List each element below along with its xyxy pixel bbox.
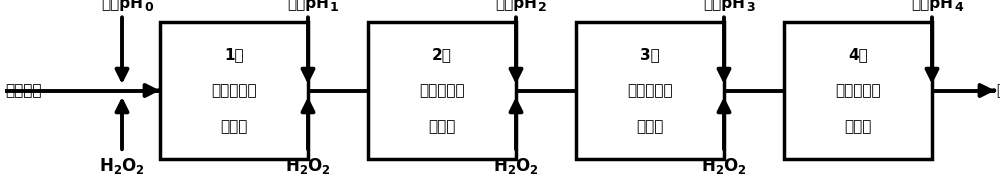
Text: 3: 3	[746, 1, 755, 14]
Text: 反应器: 反应器	[220, 119, 248, 134]
Text: 1级: 1级	[224, 47, 244, 62]
Text: 调节pH: 调节pH	[101, 0, 143, 11]
Text: 感应电芬顿: 感应电芬顿	[835, 83, 881, 98]
Text: $\mathbf{H_2O_2}$: $\mathbf{H_2O_2}$	[701, 156, 747, 176]
Text: 出水: 出水	[996, 83, 1000, 98]
Text: 反应器: 反应器	[844, 119, 872, 134]
Bar	[784, 22, 932, 159]
Text: 2级: 2级	[432, 47, 452, 62]
Text: 测量pH: 测量pH	[287, 0, 329, 11]
Text: 2: 2	[538, 1, 547, 14]
Bar	[576, 22, 724, 159]
Text: $\mathbf{H_2O_2}$: $\mathbf{H_2O_2}$	[493, 156, 539, 176]
Text: 测量pH: 测量pH	[703, 0, 745, 11]
Text: 待处理水: 待处理水	[5, 83, 42, 98]
Text: $\mathbf{H_2O_2}$: $\mathbf{H_2O_2}$	[285, 156, 331, 176]
Text: 感应电芬顿: 感应电芬顿	[419, 83, 465, 98]
Text: 4级: 4级	[848, 47, 868, 62]
Text: 3级: 3级	[640, 47, 660, 62]
Bar	[368, 22, 516, 159]
Bar	[160, 22, 308, 159]
Text: $\mathbf{H_2O_2}$: $\mathbf{H_2O_2}$	[99, 156, 145, 176]
Text: 感应电芬顿: 感应电芬顿	[627, 83, 673, 98]
Text: 感应电芬顿: 感应电芬顿	[211, 83, 257, 98]
Text: 测量pH: 测量pH	[911, 0, 953, 11]
Text: 1: 1	[330, 1, 339, 14]
Text: 反应器: 反应器	[636, 119, 664, 134]
Text: 4: 4	[954, 1, 963, 14]
Text: 测量pH: 测量pH	[495, 0, 537, 11]
Text: 0: 0	[144, 1, 153, 14]
Text: 反应器: 反应器	[428, 119, 456, 134]
